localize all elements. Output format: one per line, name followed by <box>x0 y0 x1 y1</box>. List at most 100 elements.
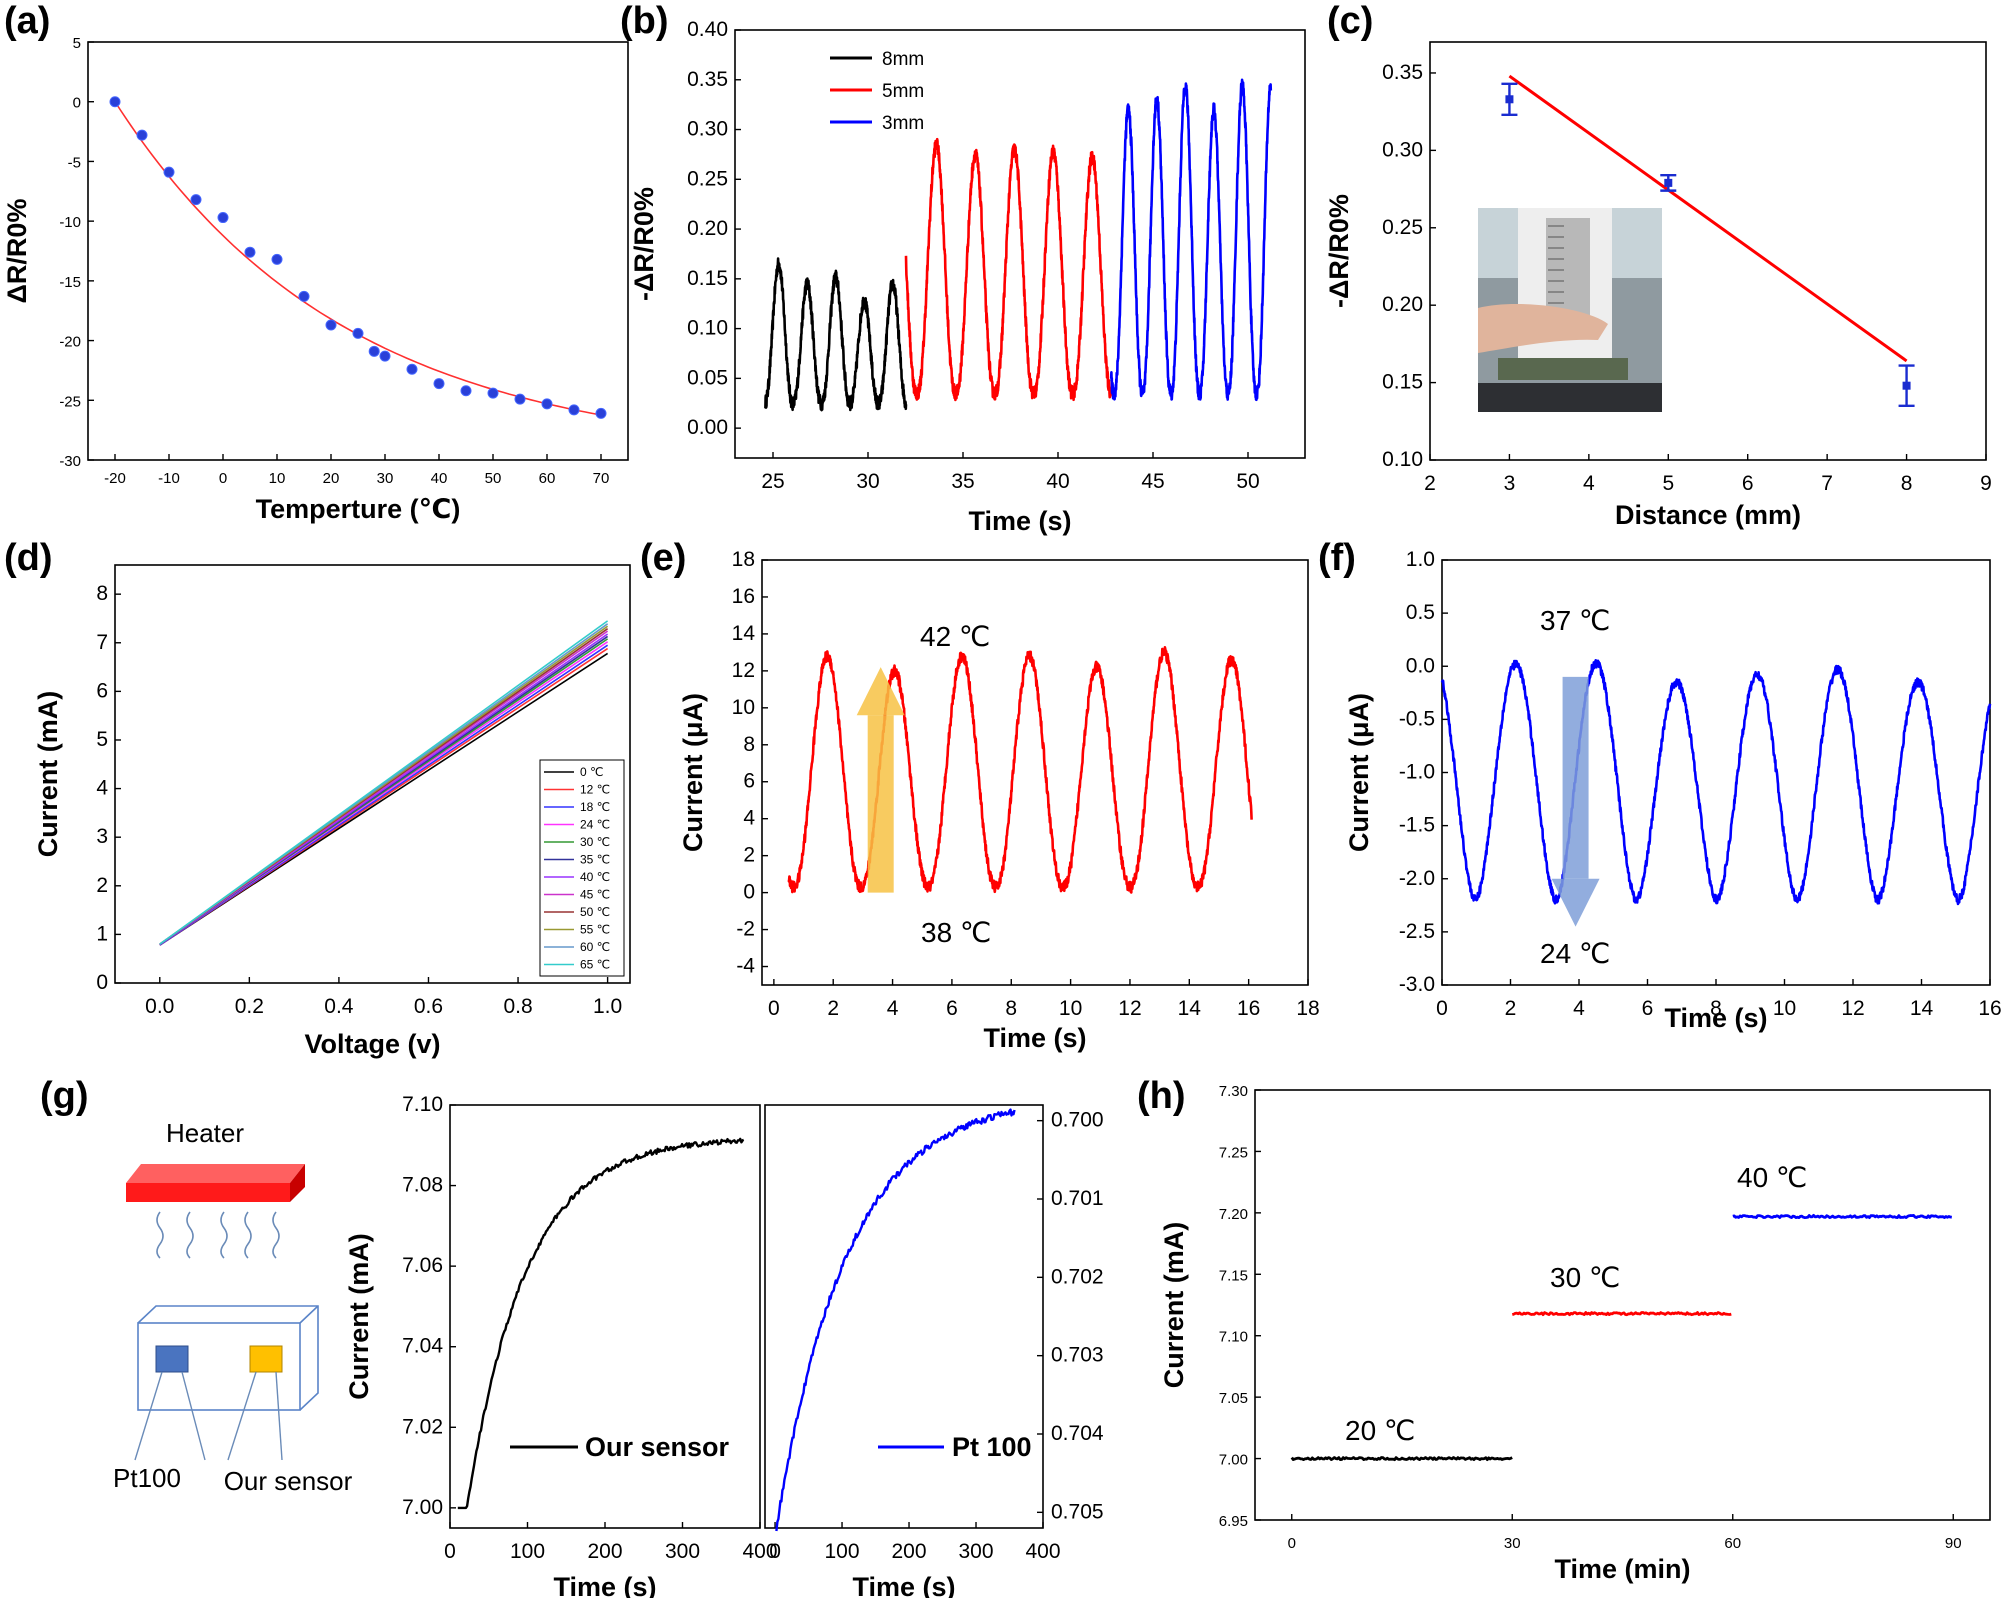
sensor-wire <box>227 1371 257 1461</box>
y-tick-label-f: -2.5 <box>1399 920 1435 943</box>
data-point-c <box>1505 95 1514 104</box>
pt100-chip <box>155 1345 189 1373</box>
series-line-b-5mm <box>904 137 1113 402</box>
legend-entry-d: 0 ℃ <box>580 765 603 779</box>
x-tick-label-e: 16 <box>1237 997 1260 1020</box>
x-tick-label-b: 30 <box>856 470 879 493</box>
series-line-g1 <box>457 1137 745 1510</box>
data-point-a <box>541 398 553 410</box>
plot-frame-f <box>1441 559 1991 986</box>
inset-photo-base <box>1478 383 1662 412</box>
x-tick-label-a: 50 <box>485 470 502 487</box>
y-tick-label-e: 4 <box>743 807 755 830</box>
y-tick-label-g2: 0.705 <box>1051 1500 1104 1523</box>
panel-label-d: (d) <box>4 537 53 579</box>
x-axis-label-b: Time (s) <box>968 506 1071 536</box>
y-tick-label-a: -15 <box>59 274 81 291</box>
series-line-d <box>159 644 609 946</box>
x-tick-label-f: 12 <box>1841 997 1864 1020</box>
x-tick-label-h: 0 <box>1288 1535 1296 1552</box>
y-tick-label-c: 0.10 <box>1382 448 1423 471</box>
x-tick-label-c: 8 <box>1901 472 1913 495</box>
x-tick-label-g2: 100 <box>825 1540 860 1563</box>
annotation-h-30: 30 ℃ <box>1550 1262 1620 1293</box>
y-tick-label-a: 0 <box>73 95 81 112</box>
series-line-b-8mm <box>764 257 908 412</box>
chart-c: 2 3 4 5 6 7 8 9 0.10 0.15 0.20 0.25 0.30 0.35 Distance… <box>1324 41 1992 530</box>
x-tick-label-a: 70 <box>593 470 610 487</box>
data-point-a <box>460 385 472 397</box>
x-tick-label-g2: 0 <box>769 1540 781 1563</box>
legend-entry-d: 55 ℃ <box>580 923 610 937</box>
x-axis-label-c: Distance (mm) <box>1615 500 1801 530</box>
heater-top <box>126 1164 305 1183</box>
data-point-a <box>163 166 175 178</box>
plot-frame-b <box>734 29 1306 459</box>
x-tick-label-f: 8 <box>1710 997 1722 1020</box>
y-axis-label-c: -ΔR/R0% <box>1324 194 1354 308</box>
sensor-label: Our sensor <box>224 1466 353 1496</box>
data-point-a <box>514 393 526 405</box>
y-axis-label-e: Current (μA) <box>678 693 708 852</box>
x-tick-label-a: 30 <box>377 470 394 487</box>
x-tick-label-b: 35 <box>951 470 974 493</box>
y-tick-label-e: 6 <box>743 770 755 793</box>
y-tick-label-g1: 7.06 <box>402 1254 443 1277</box>
y-tick-label-a: -30 <box>59 453 81 470</box>
panel-label-b: (b) <box>620 0 669 42</box>
data-point-a <box>595 407 607 419</box>
data-point-a <box>568 404 580 416</box>
y-tick-label-h: 6.95 <box>1219 1513 1248 1530</box>
legend-entry-b: 3mm <box>882 113 924 134</box>
data-point-a <box>217 212 229 224</box>
arrow-up-head <box>856 667 905 716</box>
y-tick-label-g2: 0.702 <box>1051 1265 1104 1288</box>
x-tick-label-f: 0 <box>1436 997 1448 1020</box>
y-tick-label-b: 0.20 <box>687 217 728 240</box>
y-tick-label-b: 0.25 <box>687 167 728 190</box>
legend-entry-d: 50 ℃ <box>580 905 610 919</box>
y-tick-label-c: 0.30 <box>1382 138 1423 161</box>
inset-photo-sensor <box>1498 358 1628 380</box>
y-tick-label-b: 0.15 <box>687 267 728 290</box>
x-tick-label-b: 40 <box>1046 470 1069 493</box>
x-axis-label-a: Temperture (℃) <box>256 494 461 524</box>
y-tick-label-e: 14 <box>732 622 756 645</box>
data-point-a <box>136 129 148 141</box>
plot-frame-g1 <box>449 1104 761 1529</box>
y-tick-label-b: 0.05 <box>687 366 728 389</box>
data-point-a <box>433 378 445 390</box>
heat-wave <box>220 1211 228 1259</box>
y-tick-label-b: 0.35 <box>687 68 728 91</box>
x-axis-label-g1: Time (s) <box>553 1572 656 1598</box>
series-line-e <box>787 645 1253 894</box>
y-tick-label-g2: 0.703 <box>1051 1344 1104 1367</box>
heat-wave <box>156 1211 164 1259</box>
y-tick-label-d: 8 <box>96 582 108 605</box>
x-tick-label-g1: 0 <box>444 1540 456 1563</box>
y-tick-label-e: 2 <box>743 844 755 867</box>
chart-h: 0 30 60 90 6.95 7.00 7.05 7.10 7.15 7.20 7.25 7.30 T… <box>1159 1083 1991 1584</box>
x-tick-label-d: 0.0 <box>145 995 174 1018</box>
chart-b: 25 30 35 40 45 50 0.00 0.05 0.10 0.15 0.20 0.25 0.30… <box>629 18 1306 536</box>
data-point-a <box>368 345 380 357</box>
data-point-a <box>190 194 202 206</box>
y-tick-label-d: 0 <box>96 971 108 994</box>
x-tick-label-e: 10 <box>1059 997 1082 1020</box>
plot-frame-h <box>1254 1089 1991 1521</box>
x-axis-label-e: Time (s) <box>983 1023 1086 1053</box>
chart-a: -20 -10 0 10 20 30 40 50 60 70 -30 -25 -20 -15 -10 -5 0 5… <box>2 35 629 524</box>
legend-entry-d: 40 ℃ <box>580 870 610 884</box>
panel-label-g: (g) <box>40 1075 89 1117</box>
x-tick-label-g1: 400 <box>742 1540 777 1563</box>
y-tick-label-g2: 0.700 <box>1051 1109 1104 1132</box>
series-line-d <box>159 620 609 945</box>
data-point-a <box>406 363 418 375</box>
panel-label-f: (f) <box>1318 537 1356 579</box>
chart-g2: 0 100 200 300 400 0.700 0.701 0.702 0.703 0.704 0.… <box>764 1104 1104 1598</box>
legend-entry-d: 24 ℃ <box>580 818 610 832</box>
y-tick-label-e: 8 <box>743 733 755 756</box>
x-axis-label-g2: Time (s) <box>852 1572 955 1598</box>
heat-wave <box>272 1211 280 1259</box>
y-tick-label-h: 7.20 <box>1219 1206 1248 1223</box>
